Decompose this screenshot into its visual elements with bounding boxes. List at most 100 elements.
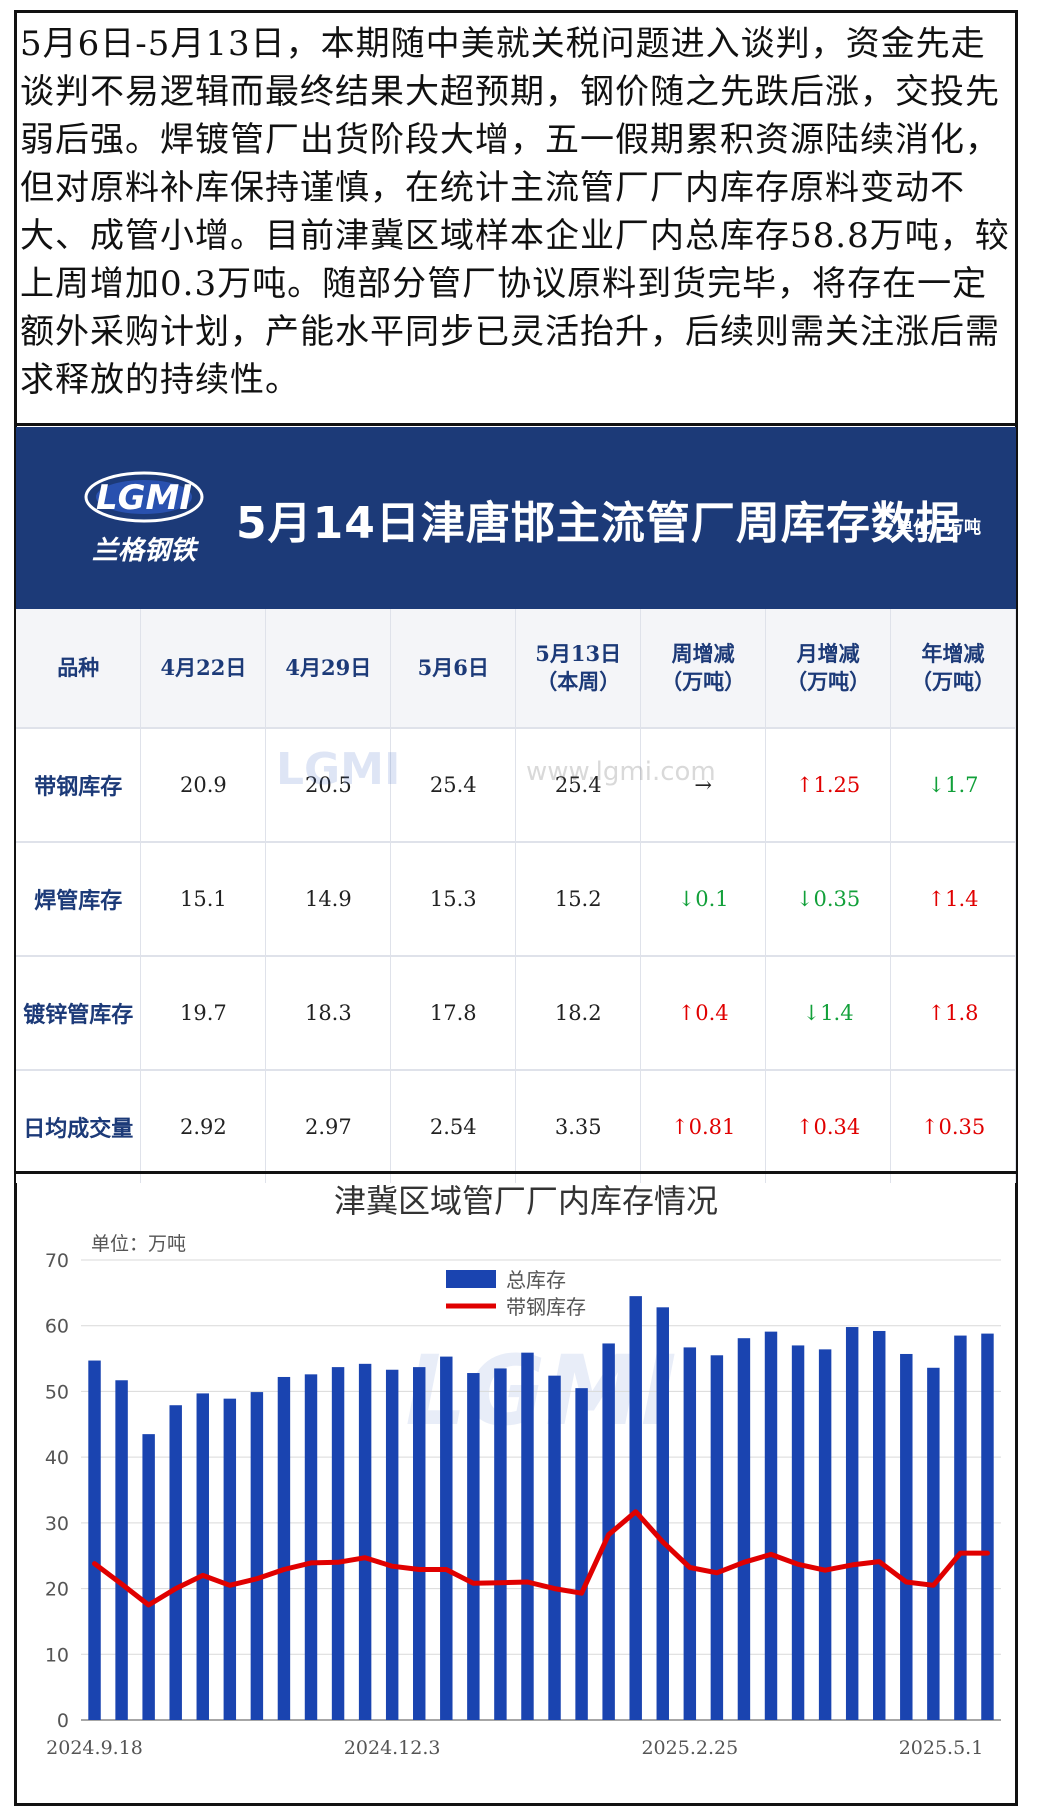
column-header: 周增减 （万吨） (640, 609, 767, 728)
column-header: 品种 (16, 609, 142, 728)
table-cell: 14.9 (265, 841, 392, 956)
table-cell: 18.2 (515, 955, 642, 1070)
arrow-up-icon: ↑ (927, 1001, 946, 1025)
summary-paragraph: 5月6日-5月13日，本期随中美就关税问题进入谈判，资金先走谈判不易逻辑而最终结… (20, 24, 1010, 400)
table-cell: 15.3 (390, 841, 517, 956)
column-header-text: 年增减 (921, 641, 985, 666)
change-value: 0.81 (688, 1115, 736, 1139)
change-value: 0.34 (813, 1115, 861, 1139)
bar (818, 1349, 832, 1720)
column-header-text: 品种 (57, 655, 100, 680)
arrow-up-icon: ↑ (670, 1115, 689, 1139)
change-cell: ↑0.4 (640, 955, 767, 1070)
bar (683, 1347, 697, 1720)
arrow-down-icon: ↓ (802, 1001, 821, 1025)
change-value: 1.4 (820, 1001, 854, 1025)
bar (142, 1434, 155, 1720)
bar (88, 1360, 101, 1720)
bar (277, 1376, 291, 1720)
table-cell: 2.97 (265, 1069, 392, 1183)
divider (14, 423, 1018, 426)
table-cell: 19.7 (140, 955, 267, 1070)
inventory-table: 品种 4月22日 4月29日 5月6日 5月13日 （本周） 周增减 （万吨） 月增减 （万吨）年… (16, 609, 1016, 1183)
change-cell: ↓0.1 (640, 841, 767, 956)
change-cell: ↓1.7 (890, 727, 1016, 842)
column-header: 5月13日 （本周） (515, 609, 642, 728)
y-tick-label: 0 (57, 1710, 69, 1732)
row-name: 带钢库存 (16, 727, 142, 842)
table-cell: 25.4 (390, 727, 517, 842)
column-header-text: 5月6日 (417, 655, 489, 680)
bar (196, 1393, 209, 1720)
table-row: 焊管库存 15.1 14.9 15.3 15.2 ↓0.1 ↓0.35 ↑1.4 (16, 841, 1016, 956)
y-tick-label: 70 (45, 1250, 69, 1272)
arrow-up-icon: ↑ (795, 1115, 814, 1139)
change-cell: → (640, 727, 767, 842)
bar (548, 1375, 561, 1720)
row-name: 焊管库存 (16, 841, 142, 956)
y-tick-label: 60 (45, 1316, 69, 1338)
y-tick-label: 50 (45, 1381, 69, 1403)
bar (791, 1345, 805, 1720)
change-value: 0.35 (938, 1115, 986, 1139)
table-cell: 3.35 (515, 1069, 642, 1183)
column-header: 4月22日 (140, 609, 267, 728)
bar (169, 1405, 182, 1720)
change-cell: ↑0.81 (640, 1069, 767, 1183)
banner-title: 5月14日津唐邯主流管厂周库存数据 (236, 498, 961, 549)
bar (981, 1333, 994, 1720)
table-cell: 2.54 (390, 1069, 517, 1183)
bar (575, 1388, 588, 1720)
arrow-up-icon: ↑ (920, 1115, 939, 1139)
arrow-up-icon: ↑ (677, 1001, 696, 1025)
column-header: 4月29日 (265, 609, 392, 728)
column-header-text: （万吨） (661, 669, 746, 694)
row-name: 镀锌管库存 (16, 955, 142, 1070)
bar (927, 1367, 940, 1720)
column-header: 月增减 （万吨） (765, 609, 892, 728)
table-watermark-url: www.lgmi.com (526, 757, 716, 787)
column-header-text: 周增减 (671, 641, 735, 666)
line-series-strip-inventory (92, 1509, 990, 1608)
table-cell: 25.4 (515, 727, 642, 842)
y-tick-label: 40 (45, 1447, 69, 1469)
change-cell: ↓0.35 (765, 841, 892, 956)
change-cell: ↑0.35 (890, 1069, 1016, 1183)
bar (304, 1374, 318, 1720)
change-value: 1.25 (813, 773, 861, 797)
banner-unit: 单位：万吨 (896, 518, 981, 538)
chart-unit-label: 单位：万吨 (91, 1233, 186, 1255)
change-value: 1.7 (945, 773, 979, 797)
bar (954, 1335, 967, 1720)
arrow-up-icon: ↑ (927, 887, 946, 911)
bar (764, 1331, 778, 1720)
outer-frame (14, 10, 1018, 1806)
change-value: 1.4 (945, 887, 979, 911)
table-cell: 20.9 (140, 727, 267, 842)
y-tick-label: 20 (45, 1579, 69, 1601)
column-header-text: 5月13日 (535, 641, 622, 666)
table-cell: 20.5 (265, 727, 392, 842)
x-tick-label: 2024.12.3 (344, 1737, 441, 1759)
column-header: 年增减 （万吨） (890, 609, 1016, 728)
change-cell: ↓1.4 (765, 955, 892, 1070)
arrow-down-icon: ↓ (677, 887, 696, 911)
bar (223, 1398, 237, 1720)
lgmi-logo: LGMI 兰格钢铁 (84, 471, 204, 566)
arrow-down-icon: ↓ (795, 887, 814, 911)
logo-text: LGMI (96, 478, 192, 518)
legend-label: 总库存 (506, 1268, 566, 1292)
table-cell: 17.8 (390, 955, 517, 1070)
change-cell: ↑0.34 (765, 1069, 892, 1183)
column-header-text: （本周） (536, 669, 621, 694)
arrow-up-icon: ↑ (795, 773, 814, 797)
change-cell: ↑1.4 (890, 841, 1016, 956)
table-row: 带钢库存 20.9 20.5 25.4 25.4 → ↑1.25 ↓1.7 (16, 727, 1016, 842)
column-header: 5月6日 (390, 609, 517, 728)
inventory-grid: 品种 4月22日 4月29日 5月6日 5月13日 （本周） 周增减 （万吨） 月增减 （万吨）年… (16, 609, 1016, 1183)
title-banner: LGMI 兰格钢铁 5月14日津唐邯主流管厂周库存数据 单位：万吨 (16, 427, 1016, 609)
y-tick-label: 30 (45, 1513, 69, 1535)
column-header-text: 4月29日 (285, 655, 372, 680)
inventory-chart: LGMI 津冀区域管厂厂内库存情况 单位：万吨 0 10 20 30 40 50 60 70 2024… (16, 1174, 1016, 1806)
logo-subtext: 兰格钢铁 (92, 536, 200, 566)
